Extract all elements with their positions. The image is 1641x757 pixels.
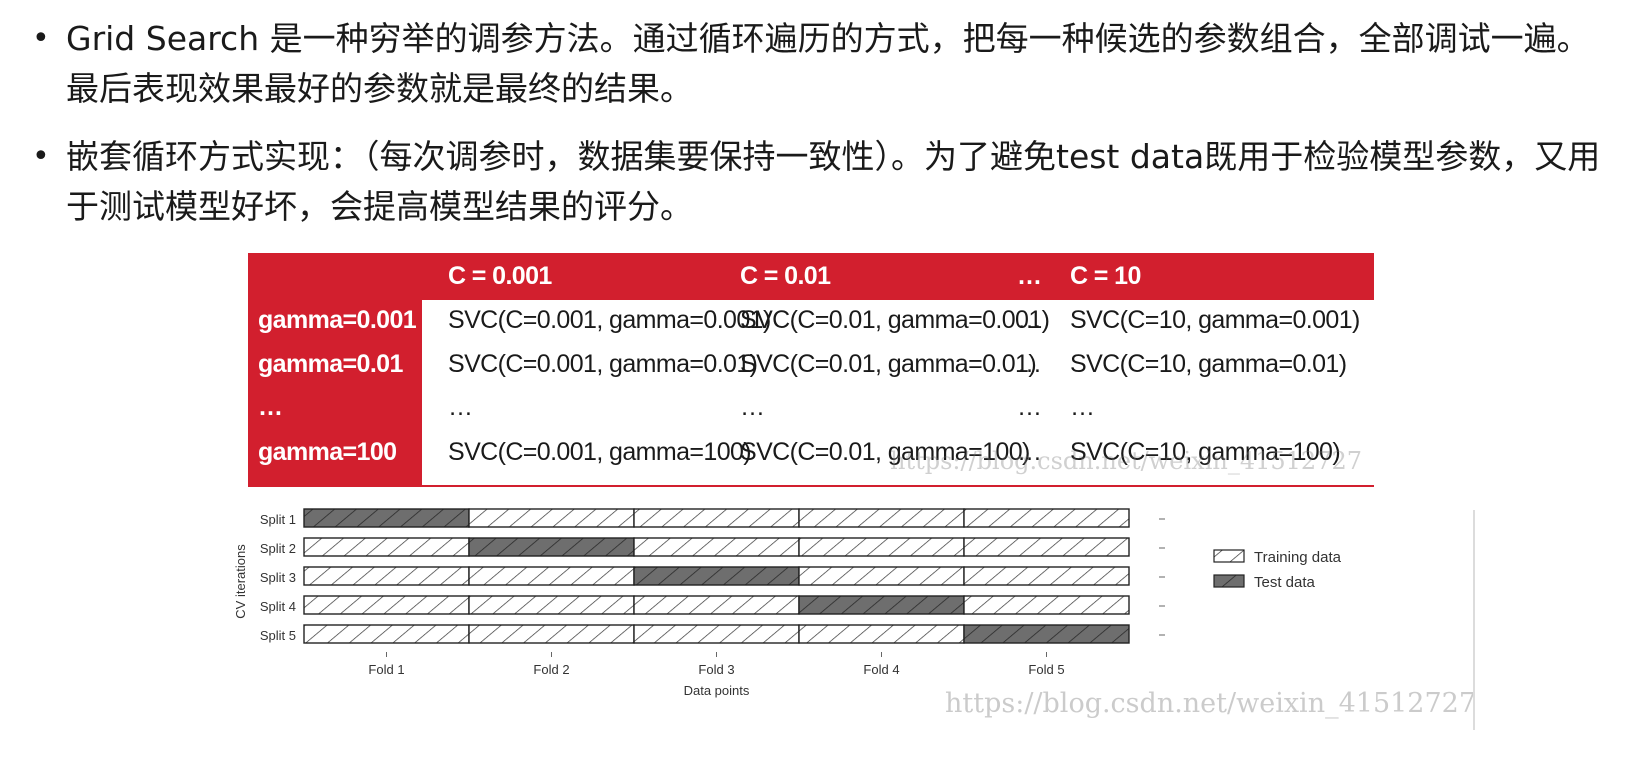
column-header-c-0.001: C = 0.001 bbox=[448, 262, 552, 290]
table-cell: SVC(C=0.001, gamma=100) bbox=[448, 438, 752, 466]
test-fold-bar bbox=[798, 595, 965, 615]
training-fold-bar bbox=[633, 508, 800, 528]
training-fold-bar bbox=[798, 624, 965, 644]
table-cell: SVC(C=0.01, gamma=0.001) bbox=[740, 306, 1050, 334]
test-fold-bar bbox=[303, 508, 470, 528]
fold-label: Fold 4 bbox=[863, 662, 899, 677]
column-header-c-0.01: C = 0.01 bbox=[740, 262, 831, 290]
fold-label: Fold 3 bbox=[698, 662, 734, 677]
row-label-ellipsis: … bbox=[258, 393, 283, 421]
table-cell: SVC(C=10, gamma=0.01) bbox=[1070, 350, 1347, 378]
split-label: Split 2 bbox=[260, 541, 296, 556]
table-cell: … bbox=[1017, 393, 1042, 421]
training-fold-bar bbox=[303, 537, 470, 557]
grid-search-table: C = 0.001 C = 0.01 … C = 10 gamma=0.001 … bbox=[248, 253, 1374, 487]
training-fold-bar bbox=[303, 624, 470, 644]
training-fold-bar bbox=[633, 595, 800, 615]
x-axis-label: Data points bbox=[684, 683, 750, 698]
bullet-list: • Grid Search 是一种穷举的调参方法。通过循环遍历的方式，把每一种候… bbox=[30, 14, 1610, 250]
table-cell: SVC(C=0.001, gamma=0.01) bbox=[448, 350, 758, 378]
legend-training-swatch bbox=[1213, 549, 1245, 563]
training-fold-bar bbox=[303, 566, 470, 586]
table-cell: … bbox=[740, 393, 765, 421]
training-fold-bar bbox=[798, 566, 965, 586]
training-fold-bar bbox=[468, 508, 635, 528]
training-fold-bar bbox=[633, 537, 800, 557]
watermark: https://blog.csdn.net/weixin_41512727 bbox=[890, 447, 1363, 475]
training-fold-bar bbox=[468, 566, 635, 586]
column-header-ellipsis: … bbox=[1017, 262, 1042, 290]
fold-label: Fold 1 bbox=[368, 662, 404, 677]
training-fold-bar bbox=[468, 595, 635, 615]
table-cell: … bbox=[1017, 306, 1042, 334]
test-fold-bar bbox=[963, 624, 1130, 644]
test-fold-bar bbox=[633, 566, 800, 586]
y-axis-label: CV iterations bbox=[233, 544, 248, 619]
row-label-gamma-0.01: gamma=0.01 bbox=[258, 350, 403, 378]
table-cell: SVC(C=0.01, gamma=100) bbox=[740, 438, 1030, 466]
table-cell: SVC(C=10, gamma=100) bbox=[1070, 438, 1341, 466]
split-label: Split 4 bbox=[260, 599, 296, 614]
bullet-grid-search: • Grid Search 是一种穷举的调参方法。通过循环遍历的方式，把每一种候… bbox=[30, 14, 1610, 114]
training-fold-bar bbox=[633, 624, 800, 644]
fold-label: Fold 2 bbox=[533, 662, 569, 677]
fold-label: Fold 5 bbox=[1028, 662, 1064, 677]
test-fold-bar bbox=[468, 537, 635, 557]
training-fold-bar bbox=[963, 537, 1130, 557]
bullet-nested-loop: • 嵌套循环方式实现：（每次调参时，数据集要保持一致性）。为了避免test da… bbox=[30, 132, 1610, 232]
bullet-dot: • bbox=[32, 21, 50, 56]
cv-chart-svg: Split 1 Split 2 Split 3 Split 4 Split 5 Fold … bbox=[233, 508, 1342, 698]
row-label-gamma-0.001: gamma=0.001 bbox=[258, 306, 417, 334]
split-label: Split 3 bbox=[260, 570, 296, 585]
table-cell: … bbox=[1017, 350, 1042, 378]
row-label-gamma-100: gamma=100 bbox=[258, 438, 397, 466]
legend-label: Test data bbox=[1254, 574, 1316, 591]
table-bottom-rule bbox=[422, 485, 1374, 487]
bullet-text: 嵌套循环方式实现：（每次调参时，数据集要保持一致性）。为了避免test data… bbox=[66, 137, 1601, 226]
bullet-dot: • bbox=[32, 139, 50, 174]
split-label: Split 1 bbox=[260, 512, 296, 527]
training-fold-bar bbox=[798, 508, 965, 528]
legend-test-swatch bbox=[1213, 574, 1245, 588]
training-fold-bar bbox=[963, 595, 1130, 615]
table-header-band bbox=[248, 253, 1374, 300]
table-cell: SVC(C=10, gamma=0.001) bbox=[1070, 306, 1360, 334]
legend-label: Training data bbox=[1254, 549, 1342, 566]
split-label: Split 5 bbox=[260, 628, 296, 643]
table-cell: … bbox=[448, 393, 473, 421]
bullet-text: Grid Search 是一种穷举的调参方法。通过循环遍历的方式，把每一种候选的… bbox=[66, 19, 1590, 108]
training-fold-bar bbox=[303, 595, 470, 615]
table-cell: … bbox=[1070, 393, 1095, 421]
column-header-c-10: C = 10 bbox=[1070, 262, 1141, 290]
table-cell: SVC(C=0.001, gamma=0.001) bbox=[448, 306, 771, 334]
watermark: https://blog.csdn.net/weixin_41512727 bbox=[945, 688, 1477, 719]
training-fold-bar bbox=[798, 537, 965, 557]
training-fold-bar bbox=[468, 624, 635, 644]
training-fold-bar bbox=[963, 566, 1130, 586]
table-cell: SVC(C=0.01, gamma=0.01) bbox=[740, 350, 1037, 378]
table-cell: … bbox=[1017, 438, 1042, 466]
cross-validation-chart: Split 1 Split 2 Split 3 Split 4 Split 5 Fold … bbox=[230, 505, 1490, 745]
divider bbox=[1473, 510, 1475, 730]
training-fold-bar bbox=[963, 508, 1130, 528]
table-row-label-band bbox=[248, 300, 422, 487]
